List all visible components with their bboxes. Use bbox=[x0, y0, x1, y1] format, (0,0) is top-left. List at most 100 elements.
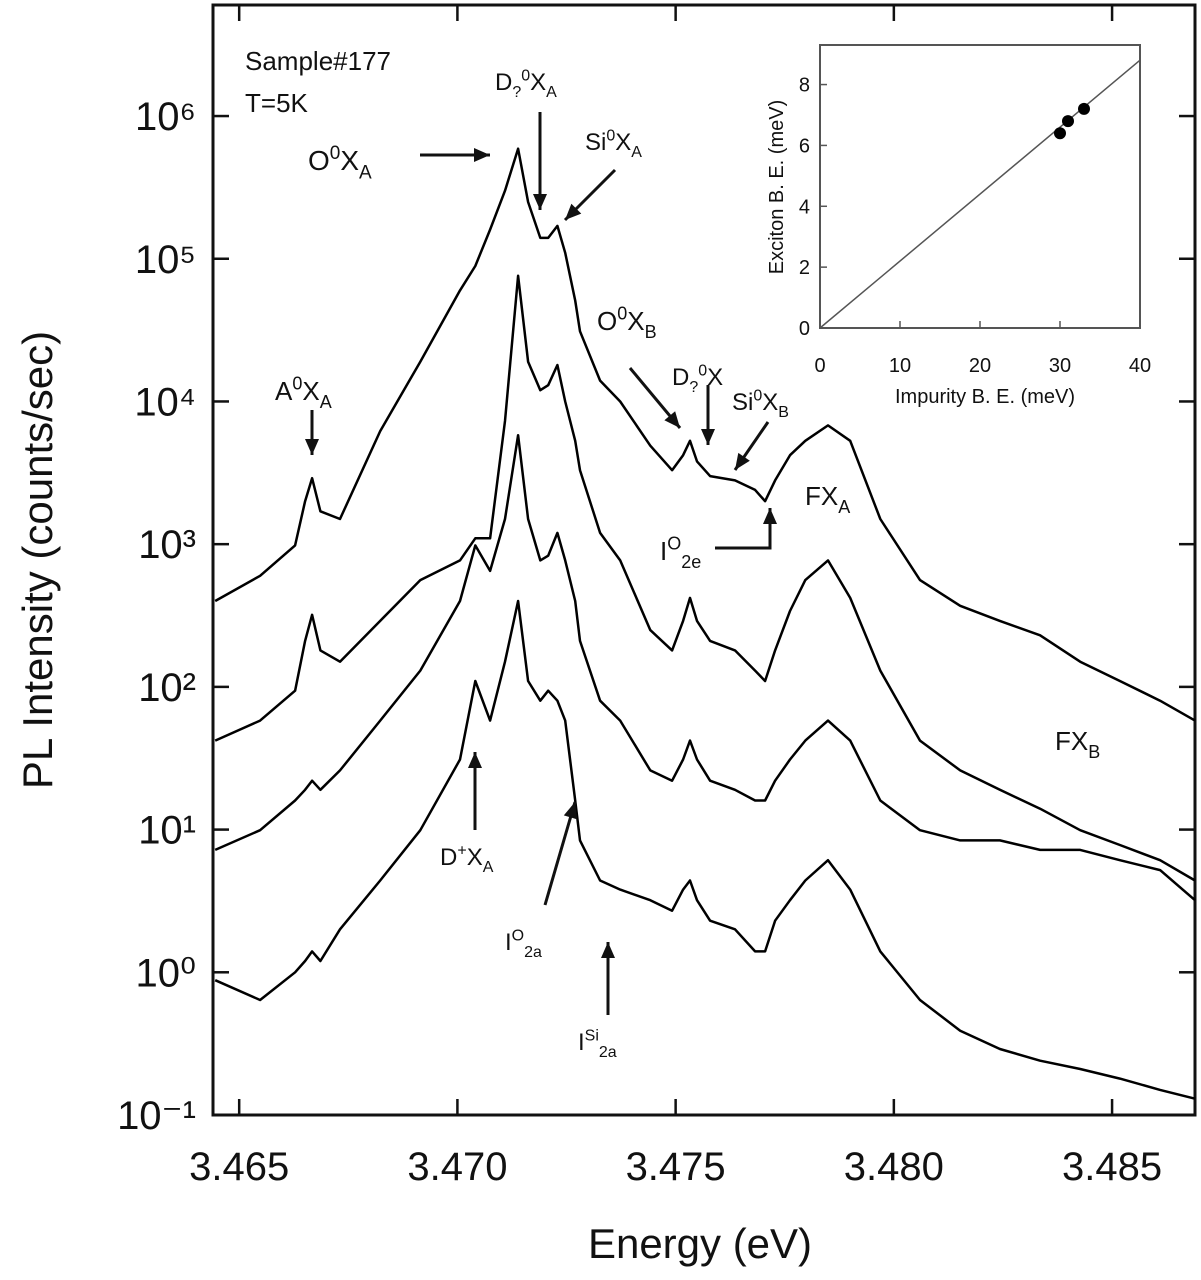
annotation-part: A bbox=[546, 84, 557, 101]
annotation-part: D bbox=[495, 69, 512, 96]
y-tick-label: 10⁵ bbox=[135, 238, 196, 282]
annotation-part: 2a bbox=[599, 1044, 617, 1061]
annotation-part: B bbox=[778, 404, 789, 421]
annotation-part: 0 bbox=[753, 387, 762, 404]
annotation-part: 2e bbox=[681, 552, 701, 572]
annotation-part: 0 bbox=[330, 143, 341, 164]
annotation-part: T=5K bbox=[245, 88, 309, 118]
annotation: Si0XB bbox=[732, 387, 789, 421]
annotation-part: X bbox=[467, 844, 483, 871]
inset-x-tick-label: 30 bbox=[1049, 355, 1071, 377]
inset-point bbox=[1054, 127, 1066, 140]
arrow-head bbox=[474, 148, 490, 162]
y-tick-label: 10⁶ bbox=[135, 95, 196, 139]
annotation: D?0XA bbox=[495, 67, 557, 101]
annotation: D?0X bbox=[672, 362, 723, 396]
annotation-part: 0 bbox=[617, 304, 627, 324]
annotation-part: Sample#177 bbox=[245, 46, 391, 76]
inset-x-tick-label: 40 bbox=[1129, 355, 1151, 377]
annotation-part: A bbox=[483, 859, 494, 876]
annotation-part: A bbox=[359, 162, 372, 183]
annotation-part: FX bbox=[1055, 726, 1088, 756]
annotation-part: D bbox=[672, 364, 689, 391]
annotation: ISi2a bbox=[578, 1027, 617, 1061]
annotation-part: Si bbox=[585, 1027, 599, 1044]
x-tick-label: 3.475 bbox=[626, 1145, 726, 1189]
spectrum-line bbox=[214, 274, 1196, 882]
annotation-part: B bbox=[1088, 742, 1100, 762]
annotation-part: I bbox=[578, 1029, 585, 1056]
arrow-head bbox=[305, 439, 319, 455]
arrow-head bbox=[563, 802, 578, 820]
x-tick-label: 3.485 bbox=[1062, 1145, 1162, 1189]
x-axis-label: Energy (eV) bbox=[588, 1220, 812, 1267]
inset-x-tick-label: 20 bbox=[969, 355, 991, 377]
arrow-shaft bbox=[715, 508, 772, 550]
annotation: IO2e bbox=[660, 534, 701, 572]
y-axis-label: PL Intensity (counts/sec) bbox=[14, 331, 61, 789]
annotation-part: 0 bbox=[698, 362, 707, 379]
annotation: D+XA bbox=[440, 842, 494, 876]
inset-x-tick-label: 0 bbox=[814, 355, 825, 377]
annotation-part: Si bbox=[585, 129, 606, 156]
inset-point bbox=[1062, 115, 1074, 128]
annotation-part: 0 bbox=[521, 67, 530, 84]
annotation-part: A bbox=[320, 392, 332, 412]
arrow-head bbox=[565, 203, 582, 220]
annotation-part: X bbox=[340, 145, 359, 176]
annotation-part: O bbox=[667, 534, 681, 554]
annotation: A0XA bbox=[275, 374, 332, 412]
inset-x-label: Impurity B. E. (meV) bbox=[895, 386, 1075, 408]
annotation-part: D bbox=[440, 844, 457, 871]
annotation: Sample#177 bbox=[245, 46, 391, 76]
annotation: O0XA bbox=[308, 143, 372, 184]
annotation: O0XB bbox=[597, 304, 657, 342]
annotation-part: A bbox=[275, 376, 293, 406]
annotation-part: X bbox=[530, 69, 546, 96]
arrow-head bbox=[763, 508, 777, 524]
annotation-part: ? bbox=[512, 84, 521, 101]
arrow-head bbox=[533, 194, 547, 210]
arrow-head bbox=[701, 429, 715, 445]
annotation-part: I bbox=[660, 536, 667, 566]
y-tick-label: 10⁴ bbox=[134, 380, 196, 424]
x-tick-label: 3.465 bbox=[189, 1145, 289, 1189]
annotation-part: X bbox=[302, 376, 319, 406]
inset-point bbox=[1078, 102, 1090, 115]
spectrum-line bbox=[214, 599, 1196, 1100]
annotation: IO2a bbox=[505, 927, 542, 961]
annotation-part: X bbox=[762, 389, 778, 416]
annotation-part: 0 bbox=[606, 127, 615, 144]
annotation-part: ? bbox=[689, 379, 698, 396]
annotation: Si0XA bbox=[585, 127, 642, 161]
annotation-part: X bbox=[627, 306, 644, 336]
y-tick-label: 10¹ bbox=[138, 809, 196, 853]
inset-y-tick-label: 6 bbox=[799, 135, 810, 157]
annotation: T=5K bbox=[245, 88, 309, 118]
annotation-part: X bbox=[707, 364, 723, 391]
annotation-part: O bbox=[512, 927, 524, 944]
spectrum-line bbox=[214, 147, 1196, 722]
annotation-part: + bbox=[457, 842, 466, 859]
annotation-part: Si bbox=[732, 389, 753, 416]
arrow-head bbox=[601, 942, 615, 958]
annotation-part: O bbox=[308, 145, 330, 176]
spectrum-line bbox=[214, 433, 1196, 902]
annotation: FXB bbox=[1055, 726, 1100, 762]
annotation-part: FX bbox=[805, 481, 838, 511]
annotation-part: 0 bbox=[292, 374, 302, 394]
inset-y-tick-label: 2 bbox=[799, 257, 810, 279]
arrow-head bbox=[664, 411, 680, 428]
y-tick-label: 10⁰ bbox=[135, 951, 196, 995]
arrow-shaft bbox=[543, 801, 577, 906]
inset-frame bbox=[819, 44, 1141, 329]
inset-y-tick-label: 0 bbox=[799, 318, 810, 340]
inset-y-tick-label: 4 bbox=[799, 196, 810, 218]
y-tick-label: 10³ bbox=[138, 523, 196, 567]
annotation-part: I bbox=[505, 929, 512, 956]
annotation-part: B bbox=[645, 322, 657, 342]
arrow-head bbox=[468, 752, 482, 768]
y-tick-label: 10² bbox=[138, 666, 196, 710]
annotation-part: A bbox=[631, 144, 642, 161]
